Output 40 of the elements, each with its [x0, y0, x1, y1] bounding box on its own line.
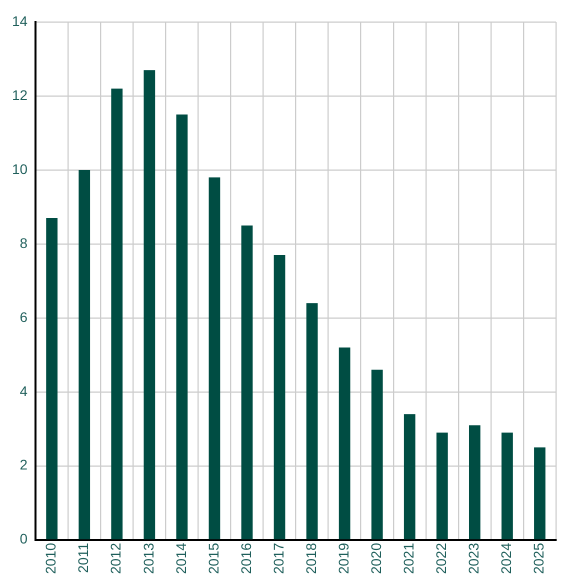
bar	[176, 114, 188, 540]
x-tick-label: 2020	[368, 542, 384, 574]
x-tick-label: 2025	[530, 542, 547, 574]
bar	[371, 370, 383, 540]
y-tick-label: 4	[20, 382, 28, 399]
y-tick-label: 10	[12, 160, 28, 177]
x-tick-label: 2018	[302, 542, 319, 574]
x-tick-label: 2024	[498, 542, 514, 574]
bar	[306, 303, 318, 540]
x-tick-label: 2010	[42, 542, 59, 574]
bar	[46, 218, 58, 540]
x-tick-label: 2021	[400, 542, 416, 574]
bar	[144, 70, 156, 540]
x-tick-label: 2014	[172, 542, 189, 574]
x-tick-label: 2012	[108, 542, 124, 574]
y-tick-label: 6	[20, 308, 28, 325]
bar	[241, 225, 253, 540]
x-tick-label: 2016	[238, 542, 254, 574]
bar	[468, 425, 480, 540]
x-tick-label: 2011	[75, 542, 92, 573]
bar	[534, 447, 546, 540]
bar	[274, 255, 286, 540]
y-tick-label: 14	[12, 12, 28, 29]
bar	[78, 170, 90, 540]
bar	[502, 432, 513, 540]
bar	[111, 88, 123, 540]
x-tick-label: 2017	[270, 542, 286, 574]
x-tick-label: 2022	[433, 542, 450, 574]
x-tick-label: 2019	[335, 542, 352, 574]
bar	[404, 414, 416, 540]
y-tick-label: 0	[20, 530, 28, 547]
x-tick-label: 2013	[140, 542, 156, 574]
bar	[338, 348, 350, 540]
x-tick-label: 2015	[205, 542, 222, 574]
y-tick-label: 2	[20, 456, 28, 473]
y-tick-label: 12	[12, 86, 28, 103]
bar	[208, 177, 220, 540]
x-tick-label: 2023	[466, 542, 482, 574]
bar	[436, 432, 448, 540]
y-tick-label: 8	[20, 234, 28, 251]
